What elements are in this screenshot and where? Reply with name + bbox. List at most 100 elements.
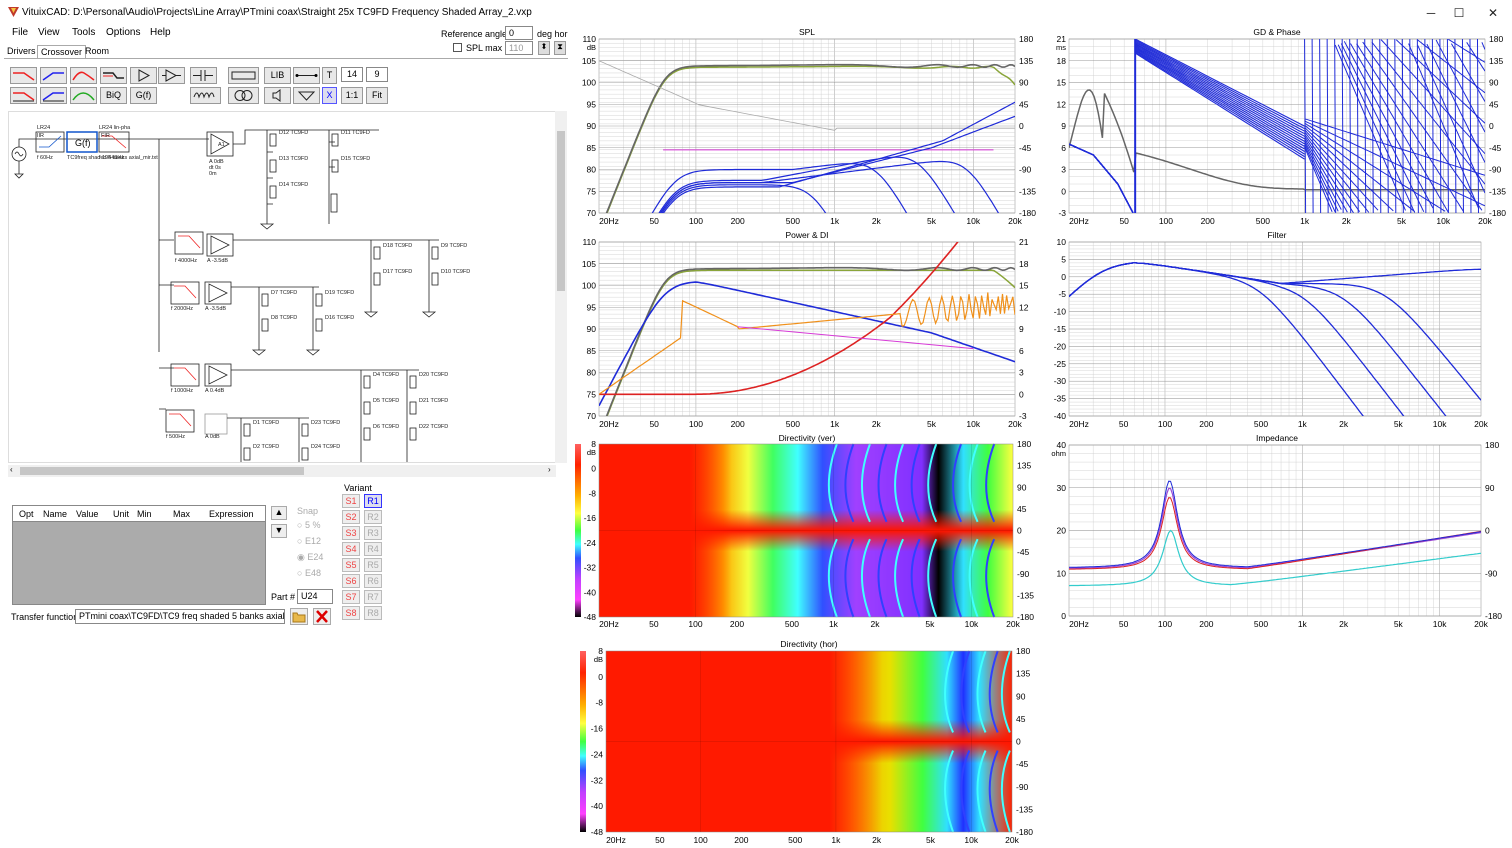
spl-driver-curve	[658, 156, 956, 213]
clear-button[interactable]	[313, 608, 331, 625]
variant-r7-button[interactable]: R7	[364, 590, 382, 604]
variant-r5-button[interactable]: R5	[364, 558, 382, 572]
resistor-button[interactable]	[228, 67, 259, 84]
transfer-function-input[interactable]: PTmini coax\TC9FD\TC9 freq shaded 5 bank…	[75, 609, 285, 624]
text-button[interactable]: T	[322, 67, 337, 84]
spl-graph[interactable]: SPL 20Hz 50 100 200 500 1k 2k 5k 10k 20k 110 105 100 9…	[573, 26, 1041, 227]
driver-label: D10 TC9FD	[441, 269, 470, 275]
lowpass-icon	[13, 72, 35, 81]
impedance-graph[interactable]: Impedance 20Hz 50 100 200 500 1k 2k 5k 10k 20k 40 30…	[1043, 432, 1511, 630]
part-input[interactable]: U24	[297, 589, 333, 604]
spl-max-input[interactable]: 110	[505, 41, 533, 55]
gf-button[interactable]: G(f)	[130, 87, 157, 104]
zoom-1-1-button[interactable]: 1:1	[341, 87, 363, 104]
spl-max-toggle-icon[interactable]: ⧗	[554, 41, 566, 55]
snap-5pct-radio[interactable]: ○ 5 %	[297, 520, 321, 530]
spl-driver-curve	[662, 101, 1015, 213]
lowpass2-button[interactable]	[10, 87, 37, 104]
ground-button[interactable]	[293, 87, 320, 104]
buffer-icon	[162, 69, 181, 82]
snap-e12-radio[interactable]: ○ E12	[297, 536, 321, 546]
x-tick-label: 500	[1254, 419, 1268, 429]
scroll-left-icon[interactable]: ‹	[10, 465, 13, 474]
variant-s1-button[interactable]: S1	[342, 494, 360, 508]
y2-tick-label: -180	[1485, 611, 1502, 621]
title-bar: VituixCAD: D:\Personal\Audio\Projects\Li…	[0, 0, 1512, 26]
snap-e24-radio[interactable]: ◉ E24	[297, 552, 324, 562]
transformer-button[interactable]	[228, 87, 259, 104]
variant-r2-button[interactable]: R2	[364, 510, 382, 524]
directivity-ver-graph[interactable]: Directivity (ver) 20Hz 50 100 200 500 1k 2k 5k 10…	[573, 432, 1041, 630]
menu-file[interactable]: File	[12, 27, 29, 38]
tab-crossover[interactable]: Crossover	[37, 45, 87, 59]
menu-view[interactable]: View	[38, 27, 60, 38]
allpass-button[interactable]	[70, 87, 97, 104]
variant-s2-button[interactable]: S2	[342, 510, 360, 524]
grid-y-input[interactable]: 9	[366, 67, 388, 82]
variant-s6-button[interactable]: S6	[342, 574, 360, 588]
menu-help[interactable]: Help	[150, 27, 171, 38]
tab-room[interactable]: Room	[85, 46, 110, 56]
variant-r3-button[interactable]: R3	[364, 526, 382, 540]
power-di-graph[interactable]: Power & DI 20Hz 50 100 200 500 1k 2k 5k 10k 20k 110…	[573, 229, 1041, 430]
y2-tick-label: 135	[1016, 669, 1030, 679]
highpass2-button[interactable]	[40, 87, 67, 104]
minimize-button[interactable]: ─	[1426, 6, 1436, 20]
y2-tick-label: -135	[1489, 186, 1506, 196]
driver-button[interactable]	[264, 87, 291, 104]
open-folder-button[interactable]	[290, 608, 308, 625]
x-tick-label: 1k	[1298, 419, 1308, 429]
heatmap-lobe-arc	[927, 538, 938, 618]
spl-max-spinner[interactable]: ⬍	[538, 41, 550, 55]
crossover-schematic[interactable]: LR24 IIR f 60Hz G(f) TC9freq shaded 5 ba…	[8, 111, 566, 463]
scroll-right-icon[interactable]: ›	[548, 465, 551, 474]
shelf-button[interactable]	[100, 67, 127, 84]
optimizer-table[interactable]: Opt Name Value Unit Min Max Expression	[12, 505, 266, 605]
filter-graph[interactable]: Filter 20Hz 50 100 200 500 1k 2k 5k 10k 20k 10 5 0 -5-…	[1043, 229, 1511, 430]
wire-button[interactable]	[293, 67, 320, 84]
variant-s8-button[interactable]: S8	[342, 606, 360, 620]
y-tick-label: 10	[1057, 237, 1067, 247]
variant-r4-button[interactable]: R4	[364, 542, 382, 556]
close-button[interactable]: ✕	[1487, 6, 1499, 20]
block-gf-label: G(f)	[75, 138, 91, 148]
schematic-hscrollbar[interactable]: ‹ ›	[8, 465, 556, 477]
variant-s3-button[interactable]: S3	[342, 526, 360, 540]
vscroll-thumb[interactable]	[557, 131, 565, 291]
biquad-button[interactable]: BiQ	[100, 87, 127, 104]
inductor-button[interactable]	[190, 87, 221, 104]
library-button[interactable]: LIB	[264, 67, 291, 84]
y-tick-label: 0	[591, 464, 596, 474]
menu-options[interactable]: Options	[106, 27, 141, 38]
variant-s5-button[interactable]: S5	[342, 558, 360, 572]
gd-phase-graph[interactable]: GD & Phase 20Hz 50 100 200 500 1k 2k 5k 10k 20k 21 1…	[1043, 26, 1511, 227]
capacitor-button[interactable]	[190, 67, 217, 84]
schematic-vscrollbar[interactable]	[555, 111, 567, 463]
directivity-hor-graph[interactable]: Directivity (hor) 20Hz 50 100 200 500 1k 2k 5k 10…	[578, 638, 1040, 846]
reference-angle-input[interactable]: 0	[505, 26, 533, 40]
variant-r8-button[interactable]: R8	[364, 606, 382, 620]
grid-x-input[interactable]: 14	[341, 67, 363, 82]
amplifier-button[interactable]	[130, 67, 157, 84]
highpass-button[interactable]	[40, 67, 67, 84]
move-down-button[interactable]: ▼	[271, 524, 287, 538]
bandpass-button[interactable]	[70, 67, 97, 84]
snap-e48-radio[interactable]: ○ E48	[297, 568, 321, 578]
variant-s7-button[interactable]: S7	[342, 590, 360, 604]
hscroll-thumb[interactable]	[20, 467, 304, 475]
variant-s4-button[interactable]: S4	[342, 542, 360, 556]
variant-r6-button[interactable]: R6	[364, 574, 382, 588]
delete-wire-button[interactable]: X	[322, 87, 337, 104]
x-tick-label: 5k	[925, 619, 935, 629]
menu-tools[interactable]: Tools	[72, 27, 96, 38]
variant-r1-button[interactable]: R1	[364, 494, 382, 508]
zoom-fit-button[interactable]: Fit	[366, 87, 388, 104]
maximize-button[interactable]: ☐	[1453, 6, 1465, 20]
tab-drivers[interactable]: Drivers	[7, 46, 36, 56]
buffer-button[interactable]	[158, 67, 185, 84]
move-up-button[interactable]: ▲	[271, 506, 287, 520]
spl-max-checkbox[interactable]	[453, 43, 462, 52]
y-tick-label: 105	[582, 259, 596, 269]
y2-tick-label: 135	[1489, 56, 1503, 66]
lowpass-button[interactable]	[10, 67, 37, 84]
